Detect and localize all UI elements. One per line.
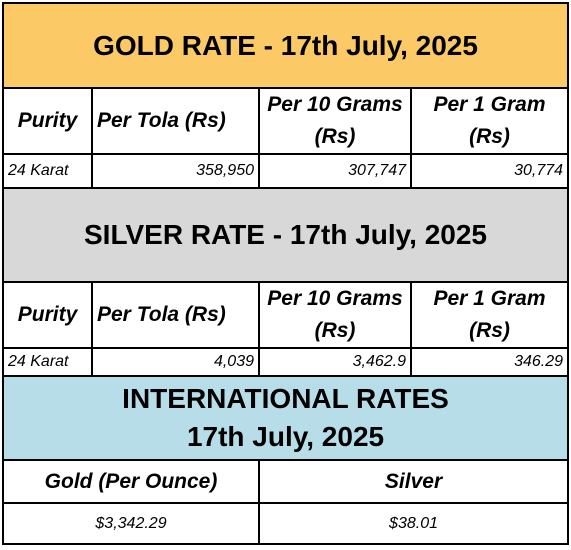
silver-per-10-grams-cell: 3,462.9 (258, 347, 412, 377)
gold-title-row: GOLD RATE - 17th July, 2025 (1, 2, 570, 89)
gold-header-row: Purity Per Tola (Rs) Per 10 Grams (Rs) P… (2, 87, 570, 155)
silver-header-purity: Purity (2, 281, 93, 349)
gold-header-per-10-grams: Per 10 Grams (Rs) (258, 87, 412, 155)
silver-per-tola-cell: 4,039 (91, 347, 260, 377)
gold-data-row: 24 Karat 358,950 307,747 30,774 (2, 153, 570, 189)
gold-header-per-tola: Per Tola (Rs) (91, 87, 260, 155)
silver-rate-title: SILVER RATE - 17th July, 2025 (1, 187, 570, 283)
gold-per-1-gram-cell: 30,774 (409, 153, 570, 189)
silver-header-per-10-grams: Per 10 Grams (Rs) (258, 281, 412, 349)
gold-rate-title: GOLD RATE - 17th July, 2025 (1, 2, 570, 89)
intl-value-row: $3,342.29 $38.01 (2, 502, 570, 545)
intl-header-gold: Gold (Per Ounce) (2, 459, 260, 504)
intl-header-row: Gold (Per Ounce) Silver (2, 459, 570, 504)
gold-header-purity: Purity (2, 87, 93, 155)
gold-purity-cell: 24 Karat (2, 153, 93, 189)
intl-header-silver: Silver (257, 459, 570, 504)
silver-title-row: SILVER RATE - 17th July, 2025 (1, 187, 570, 283)
intl-silver-value: $38.01 (257, 502, 570, 545)
gold-header-per-1-gram: Per 1 Gram (Rs) (409, 87, 570, 155)
silver-header-row: Purity Per Tola (Rs) Per 10 Grams (Rs) P… (2, 281, 570, 349)
silver-per-1-gram-cell: 346.29 (409, 347, 570, 377)
international-rates-title-line2: 17th July, 2025 (186, 421, 385, 452)
intl-gold-value: $3,342.29 (2, 502, 260, 545)
silver-header-per-tola: Per Tola (Rs) (91, 281, 260, 349)
silver-data-row: 24 Karat 4,039 3,462.9 346.29 (2, 347, 570, 377)
intl-title-row: INTERNATIONAL RATES 17th July, 2025 (1, 375, 570, 461)
silver-header-per-1-gram: Per 1 Gram (Rs) (409, 281, 570, 349)
international-rates-title: INTERNATIONAL RATES 17th July, 2025 (1, 375, 570, 461)
gold-per-10-grams-cell: 307,747 (258, 153, 412, 189)
gold-per-tola-cell: 358,950 (91, 153, 260, 189)
silver-purity-cell: 24 Karat (2, 347, 93, 377)
international-rates-title-line1: INTERNATIONAL RATES (122, 383, 449, 414)
